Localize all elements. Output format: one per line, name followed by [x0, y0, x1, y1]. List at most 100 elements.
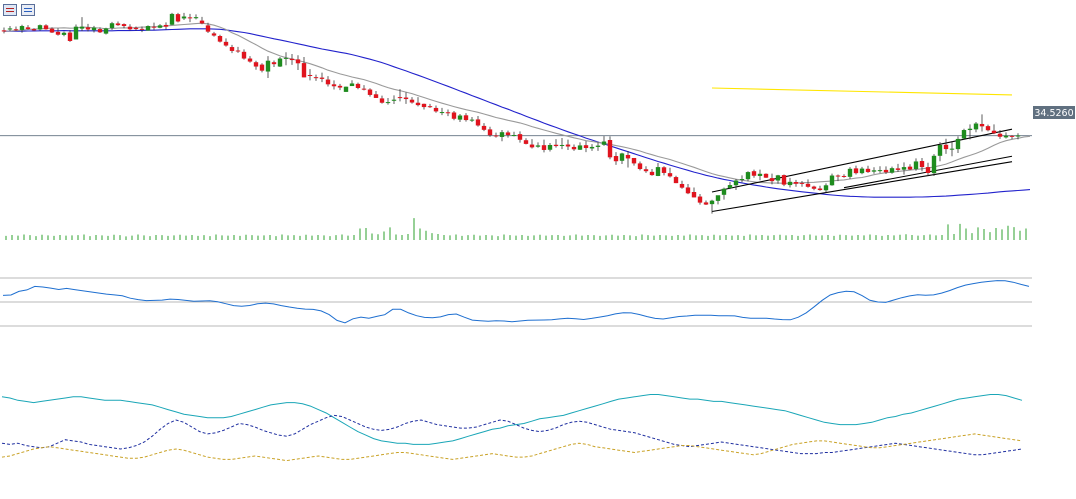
candle-body — [265, 60, 271, 72]
candle-body — [475, 119, 481, 126]
candle-body — [151, 26, 157, 28]
candle-body — [703, 202, 709, 205]
candle-body — [385, 102, 391, 104]
candle-body — [625, 154, 631, 159]
candle-body — [769, 178, 775, 182]
candle-body — [367, 89, 373, 95]
candle-body — [139, 28, 145, 30]
chart-properties-icon[interactable] — [21, 4, 35, 16]
candle-body — [145, 26, 151, 31]
candle-body — [379, 98, 385, 103]
candle-body — [169, 13, 175, 25]
candle-body — [871, 170, 877, 172]
candle-body — [895, 168, 901, 170]
candle-body — [319, 77, 325, 79]
candle-body — [607, 140, 613, 158]
candle-body — [589, 146, 595, 149]
candle-body — [571, 146, 577, 150]
candle-body — [1009, 135, 1015, 137]
candle-body — [973, 123, 979, 130]
candle-body — [931, 155, 937, 174]
candle-body — [577, 145, 583, 150]
candle-body — [205, 25, 211, 32]
chart-list-icon[interactable] — [3, 4, 17, 16]
candle-body — [853, 168, 859, 174]
candle-body — [301, 63, 307, 78]
oscillator-line — [2, 280, 1030, 324]
candle-body — [25, 27, 31, 30]
current-price-tag — [1033, 106, 1075, 119]
candle-body — [823, 185, 829, 191]
candle-body — [985, 126, 991, 131]
candle-body — [217, 36, 223, 42]
candle-body — [847, 168, 853, 177]
candle-body — [679, 183, 685, 188]
candle-body — [889, 168, 895, 173]
candle-body — [451, 112, 457, 119]
candle-body — [391, 99, 397, 101]
candle-body — [211, 33, 217, 36]
candle-body — [409, 99, 415, 103]
oscillator-panel — [0, 277, 1032, 327]
candle-body — [7, 28, 13, 30]
candle-body — [601, 141, 607, 145]
candle-body — [289, 58, 295, 61]
candle-body — [247, 58, 253, 62]
candle-body — [997, 133, 1003, 137]
candle-body — [55, 31, 61, 35]
candle-body — [643, 169, 649, 172]
candle-body — [967, 128, 973, 131]
candle-body — [907, 166, 913, 170]
candle-body — [721, 188, 727, 195]
candle-body — [223, 41, 229, 46]
candle-body — [793, 182, 799, 184]
candle-body — [229, 47, 235, 51]
price-label-group: 34.5260 — [1033, 106, 1075, 119]
current-price-label: 34.5260 — [1034, 108, 1073, 119]
chart-toolbar — [3, 4, 35, 16]
candle-body — [763, 173, 769, 178]
candle-body — [979, 123, 985, 127]
candle-body — [583, 145, 589, 149]
candle-body — [715, 195, 721, 201]
candle-body — [649, 171, 655, 176]
candle-body — [535, 145, 541, 147]
candle-body — [313, 77, 319, 79]
candle-body — [1003, 135, 1009, 138]
candle-body — [841, 175, 847, 177]
candle-body — [745, 172, 751, 180]
candle-body — [673, 177, 679, 184]
candle-body — [331, 84, 337, 87]
volume-panel — [5, 218, 1027, 240]
directional-series-3 — [1, 433, 1023, 462]
candle-body — [787, 181, 793, 186]
candle-body — [295, 59, 301, 64]
candle-body — [373, 94, 379, 98]
candle-body — [757, 173, 763, 176]
candle-body — [91, 27, 97, 31]
candle-body — [457, 115, 463, 120]
candle-body — [325, 79, 331, 85]
directional-panel — [1, 394, 1023, 462]
candle-body — [115, 23, 121, 26]
candle-body — [991, 130, 997, 134]
candle-body — [361, 88, 367, 90]
candle-body — [13, 29, 19, 31]
candle-body — [79, 26, 85, 29]
candle-body — [499, 132, 505, 137]
candle-body — [421, 103, 427, 108]
candle-body — [553, 144, 559, 147]
candle-body — [163, 24, 169, 27]
candle-body — [493, 135, 499, 137]
candle-body — [799, 182, 805, 184]
candle-body — [283, 57, 289, 59]
candle-body — [529, 144, 535, 148]
candle-body — [697, 196, 703, 203]
candle-body — [445, 112, 451, 114]
candle-body — [913, 161, 919, 170]
candle-body — [691, 192, 697, 198]
directional-series-1 — [1, 394, 1023, 445]
candle-body — [337, 85, 343, 88]
candle-body — [61, 32, 67, 35]
